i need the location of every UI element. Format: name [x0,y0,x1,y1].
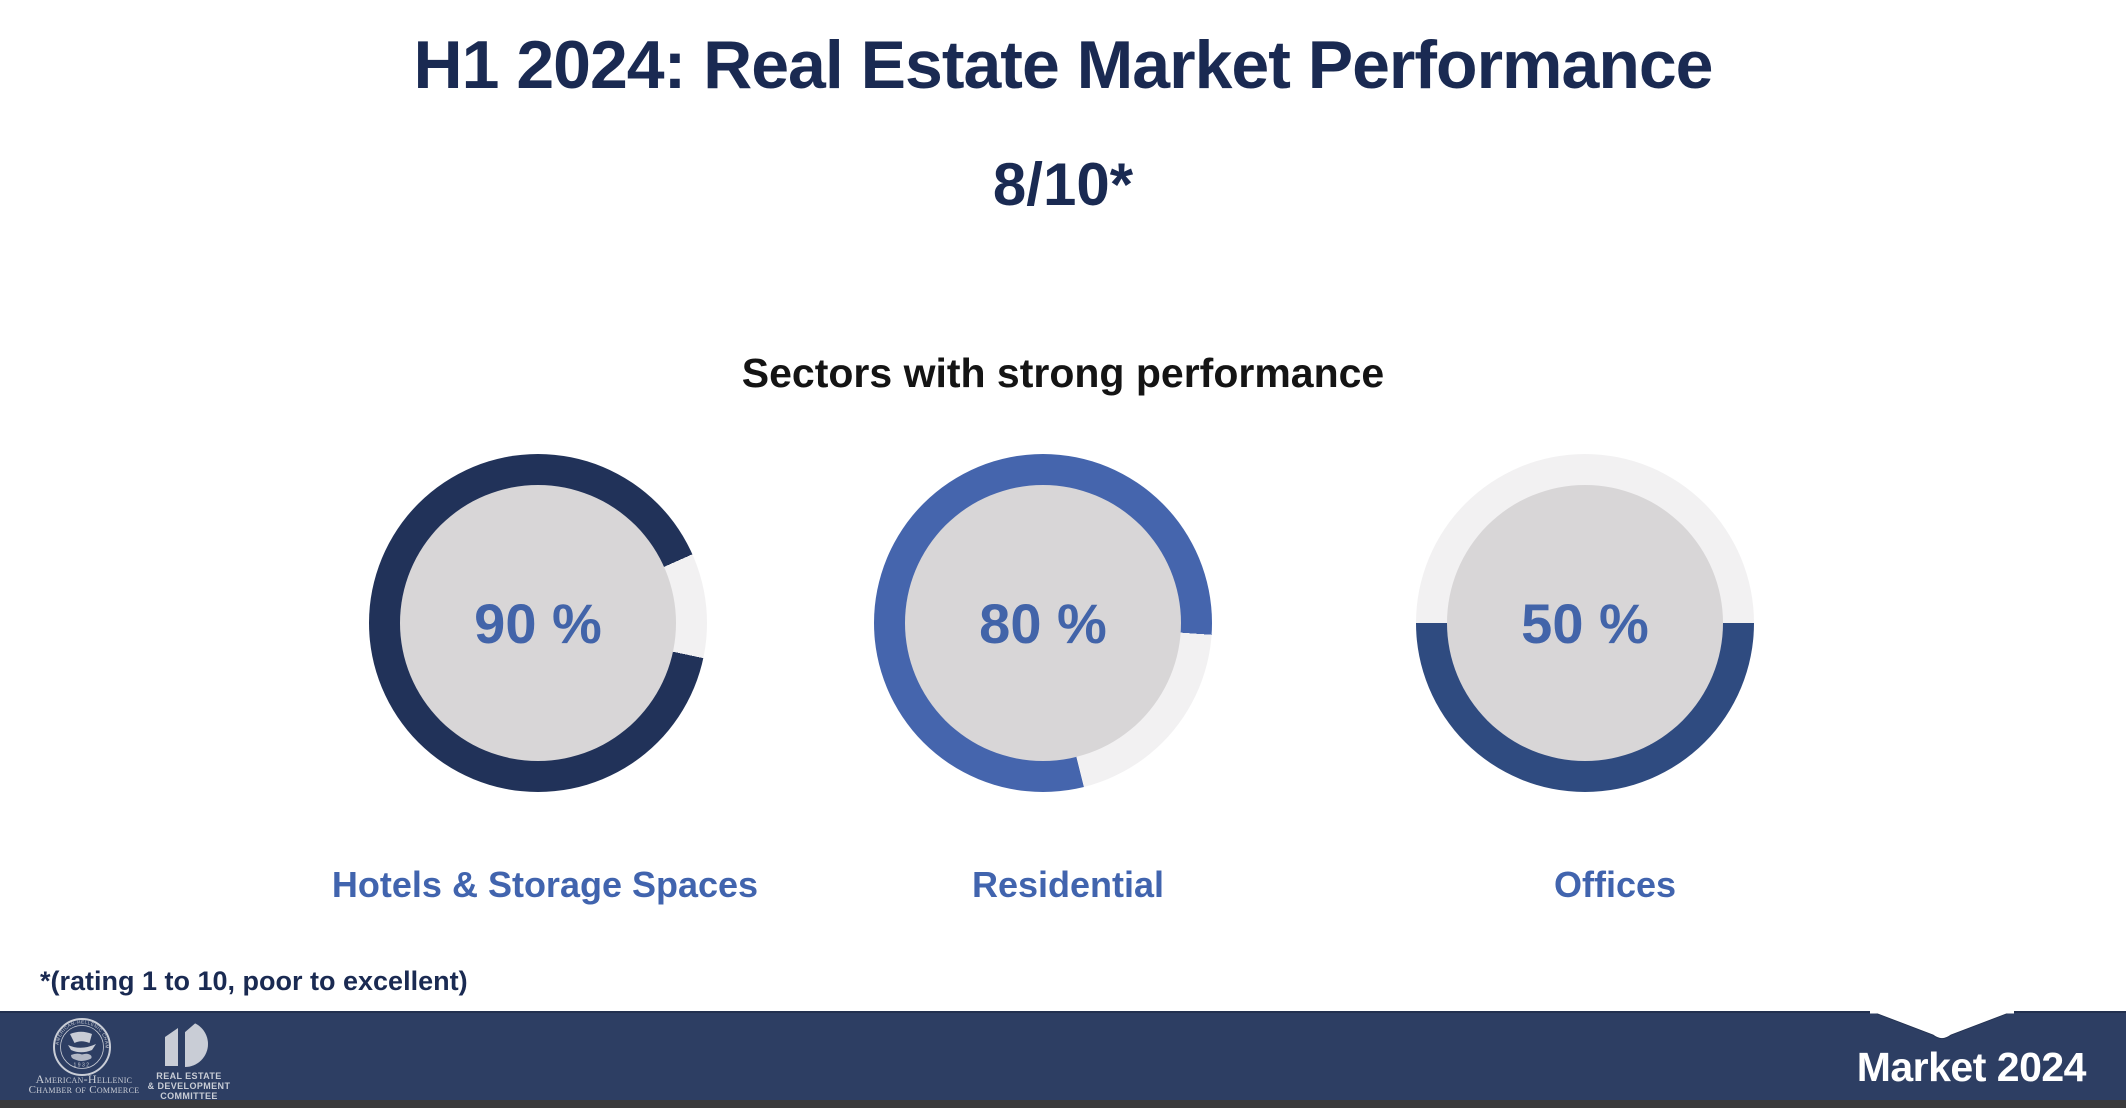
donut-inner-disc [400,485,676,761]
sector-label-offices: Offices [1553,864,1677,905]
seal-ship-hull [68,1044,96,1053]
footer-notch-icon [1870,1011,2014,1039]
rating-footnote: *(rating 1 to 10, poor to excellent) [40,966,468,996]
bottom-strip [0,1100,2126,1108]
seal-map-shape [71,1053,92,1062]
donut-inner-disc [1447,485,1723,761]
donut-chart-offices: 50 % [1416,454,1754,792]
chamber-logo-caption: American-Hellenic Chamber of Commerce [10,1072,158,1096]
donut-value-hotels: 90 % [474,591,602,655]
chamber-logo-line1: American-Hellenic [35,1072,133,1086]
sector-label-residential: Residential [971,864,1165,905]
chamber-of-commerce-seal-icon: AMERICAN-HELLENIC CHAMBER OF COMMERCE 19… [50,1017,111,1076]
donut-value-offices: 50 % [1521,591,1649,655]
chart-title: Sectors with strong performance [741,350,1385,396]
chamber-logo-line2: Chamber of Commerce [28,1084,140,1096]
seal-year-text: 1932 [73,1063,90,1069]
donut-chart-residential: 80 % [874,454,1212,792]
market-2024-label: Market 2024 [1856,1044,2087,1090]
page-title: H1 2024: Real Estate Market Performance [413,27,1714,103]
rating-score: 8/10* [992,151,1134,218]
sector-label-hotels: Hotels & Storage Spaces [331,864,759,905]
donut-inner-disc [905,485,1181,761]
donut-chart-hotels: 90 % [369,454,707,792]
committee-logo-caption: REAL ESTATE & DEVELOPMENT COMMITTEE [146,1071,232,1101]
committee-logo-line1: REAL ESTATE [156,1071,222,1081]
real-estate-committee-logo-icon [165,1020,208,1067]
committee-logo-line3: COMMITTEE [160,1091,218,1101]
donut-value-residential: 80 % [979,591,1107,655]
seal-ship-sail [70,1031,92,1043]
committee-logo-line2: & DEVELOPMENT [147,1081,231,1091]
footer-bar [0,1011,2126,1100]
